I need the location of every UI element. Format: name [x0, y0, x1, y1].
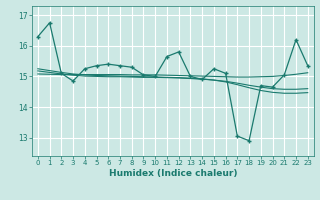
X-axis label: Humidex (Indice chaleur): Humidex (Indice chaleur) [108, 169, 237, 178]
